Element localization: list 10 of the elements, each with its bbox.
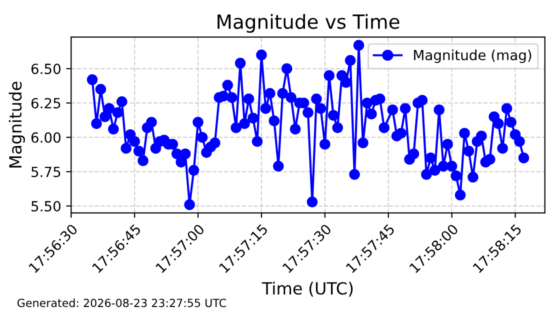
x-axis-title: Time (UTC): [262, 282, 353, 297]
y-tick-label: 6.00: [31, 132, 60, 143]
text: Generated: 2026-08-23 23:27:55 UTC: [17, 298, 226, 308]
y-tick-label: 5.50: [32, 200, 60, 212]
y-axis-title: Magnitude: [8, 82, 25, 168]
chart-title: Magnitude vs Time: [218, 14, 400, 33]
y-tick-label: 6.50: [31, 64, 60, 74]
legend-label: Magnitude (mag): [414, 50, 532, 63]
y-tick-label: 5.75: [32, 166, 60, 178]
y-tick-label: 6.25: [31, 98, 60, 108]
